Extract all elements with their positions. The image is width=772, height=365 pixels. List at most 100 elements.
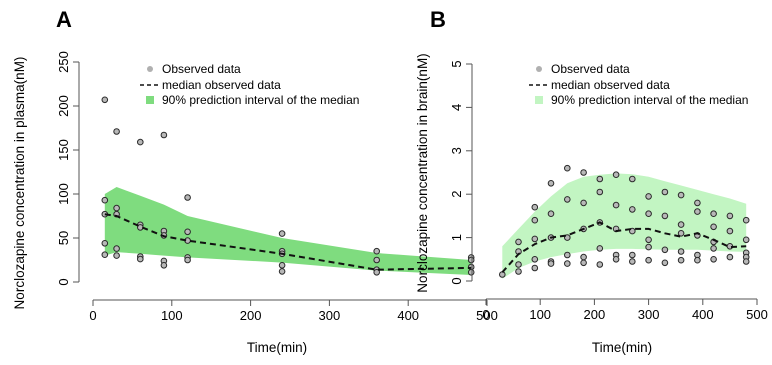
panel-b-observed-point xyxy=(694,256,701,264)
panel-b-observed-point xyxy=(661,246,669,254)
panel-a-legend: Observed data median observed data 90% p… xyxy=(140,62,359,107)
panel-b-observed-point xyxy=(742,236,750,244)
panel-b-observed-point xyxy=(629,251,636,259)
panel-b-observed-point xyxy=(661,188,669,196)
panel-b-x-tick-label: 100 xyxy=(529,307,551,322)
panel-b-observed-point xyxy=(531,235,539,243)
panel-a-median-line xyxy=(104,213,472,271)
panel-a-legend-observed-label: Observed data xyxy=(162,62,241,76)
panel-b-observed-point xyxy=(547,210,555,217)
panel-a-observed-point xyxy=(278,230,286,237)
panel-b-observed-point xyxy=(677,191,685,199)
panel-a-observed-point xyxy=(160,262,168,269)
panel-a-x-tick-label: 200 xyxy=(240,308,262,323)
panel-b-observed-point xyxy=(564,164,571,172)
panel-b-observed-point xyxy=(726,227,734,235)
panel-b-observed-point xyxy=(742,258,750,265)
panel-a-observed-point xyxy=(137,138,144,146)
panel-b-observed-point xyxy=(531,203,539,211)
panel-a-observed-point xyxy=(278,268,286,275)
panel-a-x-tick-label: 400 xyxy=(397,308,419,323)
panel-b-observed-point xyxy=(710,223,717,231)
panel-a-x-tick-label: 500 xyxy=(476,308,498,323)
panel-b-legend-observed-label: Observed data xyxy=(551,62,630,76)
panel-b-legend-interval-marker xyxy=(535,96,543,104)
panel-b-observed-point xyxy=(726,253,734,261)
panel-a-observed-point xyxy=(373,256,381,264)
panel-b-observed-point xyxy=(710,256,717,263)
panel-b-observed-point xyxy=(531,256,539,263)
panel-b-y-axis-title: Norclozapine concentration in brain(nM) xyxy=(415,53,430,292)
panel-b-observed-point xyxy=(580,199,587,207)
panel-a-observed-point xyxy=(373,269,381,276)
panel-b-prediction-band xyxy=(502,173,747,279)
panel-a-observed-point xyxy=(101,251,109,258)
panel-a-x-tick-label: 100 xyxy=(161,308,183,323)
panel-b-x-axis-title: Time(min) xyxy=(592,340,652,355)
panel-b-observed-point xyxy=(677,221,685,228)
panel-b-observed-point xyxy=(645,256,652,264)
panel-b-observed-point xyxy=(661,212,669,220)
panel-b-observed-point xyxy=(596,188,604,196)
panel-a-observed-point xyxy=(184,228,191,236)
panel-b-observed-point xyxy=(580,169,587,176)
panel-a-observed-point xyxy=(467,269,475,276)
panel-a-legend-median-label: median observed data xyxy=(162,78,281,92)
panel-b-observed-point xyxy=(645,193,652,200)
panel-b-observed-point xyxy=(629,258,636,265)
panel-b-observed-point xyxy=(742,216,750,224)
panel-b-observed-point xyxy=(596,261,604,268)
panel-a-legend-interval-label: 90% prediction interval of the median xyxy=(162,93,359,107)
panel-b-legend-interval-label: 90% prediction interval of the median xyxy=(551,93,748,107)
panel-b-observed-point xyxy=(531,216,539,224)
panel-a-prediction-band xyxy=(104,187,472,275)
panel-b-legend: Observed data median observed data 90% p… xyxy=(529,62,748,107)
panel-b-observed-point xyxy=(726,212,734,220)
panel-b-observed-point xyxy=(564,196,571,203)
panel-a-observed-point xyxy=(113,128,120,135)
panel-b-observed-point xyxy=(564,260,571,267)
panel-b-observed-point xyxy=(515,268,522,275)
panel-a-x-tick-label: 300 xyxy=(319,308,341,323)
panel-a-y-tick-label: 100 xyxy=(56,183,71,205)
panel-a-x-axis-title: Time(min) xyxy=(247,340,307,355)
panel-b-x-tick-label: 200 xyxy=(584,307,606,322)
panel-a-letter: A xyxy=(56,7,72,32)
panel-b-x-tick-label: 0 xyxy=(482,307,489,322)
panel-b-legend-median-label: median observed data xyxy=(551,78,670,92)
panel-b-observed-point xyxy=(531,264,539,272)
panel-a-legend-interval-marker xyxy=(146,96,154,104)
panel-b-x-tick-label: 300 xyxy=(638,307,660,322)
panel-b-observed-point xyxy=(661,259,669,267)
panel-b-observed-point xyxy=(499,271,506,278)
panel-a-observed-point xyxy=(101,196,109,204)
panel-a-observed-point xyxy=(113,245,120,252)
panel-a-observed-point xyxy=(137,255,144,263)
panel-b-y-tick-label: 0 xyxy=(449,277,464,284)
panel-b-observed-point xyxy=(694,208,701,215)
panel-b-observed-point xyxy=(596,175,604,183)
panel-a-observed-point xyxy=(101,240,109,247)
panel-a-y-tick-label: 50 xyxy=(56,231,71,245)
panel-b-observed-point xyxy=(547,180,555,187)
panel-b-observed-point xyxy=(612,201,620,209)
panel-b-observed-point xyxy=(580,253,587,261)
panel-a-observed-point xyxy=(113,252,120,259)
panel-b-observed-point xyxy=(580,259,587,267)
panel-b-letter: B xyxy=(430,7,446,32)
panel-a-observed-point xyxy=(160,131,168,139)
panel-a-y-tick-label: 200 xyxy=(56,95,71,117)
panel-b-observed-point xyxy=(629,175,636,183)
panel-b-observed-point xyxy=(612,256,620,263)
panel-a-y-tick-label: 250 xyxy=(56,51,71,73)
panel-b-observed-point xyxy=(564,251,571,259)
panel-b-y-tick-label: 3 xyxy=(449,147,464,154)
panel-b-observed-point xyxy=(710,245,717,252)
panel-a-observed-point xyxy=(101,96,109,104)
panel-b-observed-point xyxy=(629,206,636,213)
panel-b-y-tick-label: 5 xyxy=(449,60,464,67)
